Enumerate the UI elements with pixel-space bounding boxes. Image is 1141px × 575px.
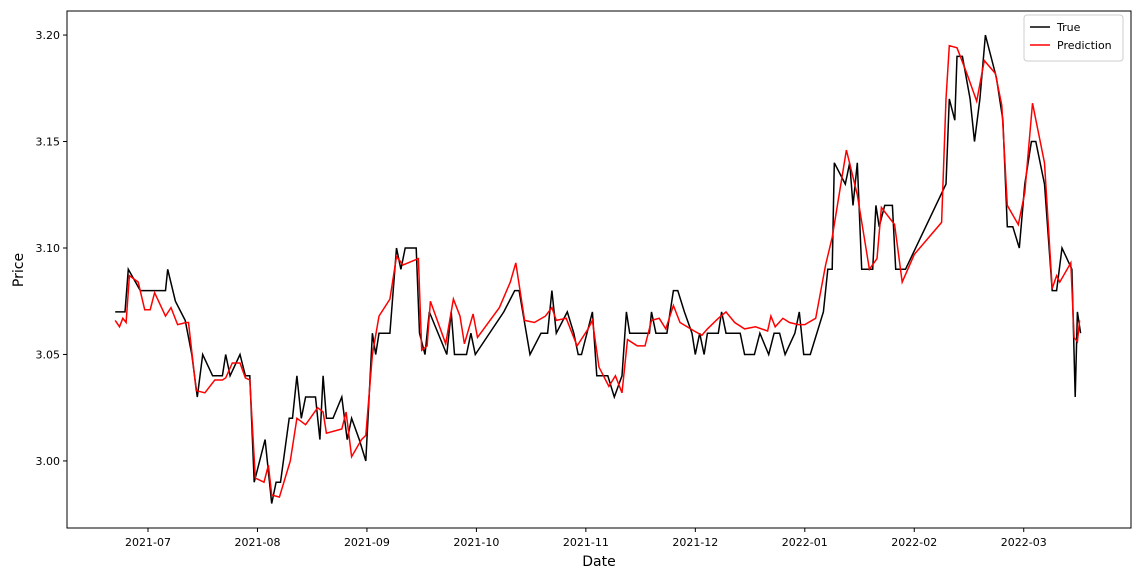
x-tick-label: 2021-07 bbox=[125, 536, 171, 549]
y-tick-label: 3.00 bbox=[36, 455, 61, 468]
series-line bbox=[115, 34, 1082, 504]
x-tick-label: 2022-01 bbox=[782, 536, 828, 549]
legend-label: Prediction bbox=[1057, 39, 1112, 52]
plot-frame bbox=[66, 10, 1132, 529]
y-tick-label: 3.10 bbox=[36, 242, 61, 255]
y-tick-label: 3.05 bbox=[36, 348, 61, 361]
x-tick-label: 2022-02 bbox=[891, 536, 937, 549]
series-line bbox=[114, 44, 1081, 499]
x-axis-label: Date bbox=[582, 554, 615, 570]
x-tick-label: 2021-11 bbox=[563, 536, 609, 549]
y-tick-label: 3.15 bbox=[36, 136, 61, 149]
y-tick-label: 3.20 bbox=[36, 29, 61, 42]
x-tick-label: 2021-12 bbox=[672, 536, 718, 549]
y-axis-label: Price bbox=[11, 253, 27, 287]
x-tick-label: 2021-10 bbox=[453, 536, 499, 549]
x-tick-label: 2021-08 bbox=[234, 536, 280, 549]
x-tick-label: 2022-03 bbox=[1001, 536, 1047, 549]
x-tick-label: 2021-09 bbox=[344, 536, 390, 549]
legend-label: True bbox=[1056, 21, 1081, 34]
